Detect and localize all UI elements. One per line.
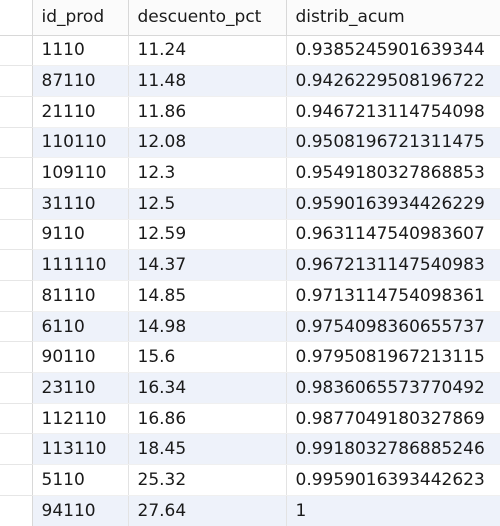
row-selector[interactable]	[0, 127, 33, 159]
cell-id-prod[interactable]: 5110	[32, 464, 129, 496]
cell-distrib-acum[interactable]: 0.9672131147540983	[286, 249, 500, 281]
cell-id-prod[interactable]: 31110	[32, 188, 129, 220]
cell-id-prod[interactable]: 9110	[32, 219, 129, 251]
table-row[interactable]: 1110 11.24 0.9385245901639344	[0, 35, 500, 67]
cell-id-prod[interactable]: 6110	[32, 311, 129, 343]
cell-distrib-acum[interactable]: 1	[286, 495, 500, 526]
row-selector[interactable]	[0, 219, 33, 251]
cell-distrib-acum[interactable]: 0.9959016393442623	[286, 464, 500, 496]
cell-distrib-acum[interactable]: 0.9467213114754098	[286, 96, 500, 128]
table-row[interactable]: 90110 15.6 0.9795081967213115	[0, 341, 500, 374]
table-row[interactable]: 9110 12.59 0.9631147540983607	[0, 219, 500, 251]
cell-descuento-pct[interactable]: 25.32	[128, 464, 287, 496]
table-row[interactable]: 109110 12.3 0.9549180327868853	[0, 157, 500, 189]
table-body: 1110 11.24 0.9385245901639344 87110 11.48 0.9…	[0, 35, 500, 526]
row-selector[interactable]	[0, 464, 33, 496]
cell-distrib-acum[interactable]: 0.9631147540983607	[286, 219, 500, 251]
cell-descuento-pct[interactable]: 18.45	[128, 433, 287, 466]
table-row[interactable]: 110110 12.08 0.9508196721311475	[0, 127, 500, 159]
table-header: id_prod descuento_pct distrib_acum	[0, 0, 500, 36]
cell-id-prod[interactable]: 109110	[32, 157, 129, 189]
row-selector[interactable]	[0, 65, 33, 97]
cell-id-prod[interactable]: 110110	[32, 127, 129, 159]
cell-descuento-pct[interactable]: 14.85	[128, 280, 287, 312]
cell-id-prod[interactable]: 94110	[32, 495, 129, 526]
cell-id-prod[interactable]: 112110	[32, 403, 129, 435]
row-selector[interactable]	[0, 188, 33, 220]
table-row[interactable]: 31110 12.5 0.9590163934426229	[0, 188, 500, 220]
cell-id-prod[interactable]: 113110	[32, 433, 129, 466]
row-selector[interactable]	[0, 495, 33, 526]
cell-id-prod[interactable]: 1110	[32, 35, 129, 67]
table-row[interactable]: 113110 18.45 0.9918032786885246	[0, 433, 500, 466]
cell-distrib-acum[interactable]: 0.9713114754098361	[286, 280, 500, 312]
cell-distrib-acum[interactable]: 0.9795081967213115	[286, 341, 500, 374]
table-row[interactable]: 6110 14.98 0.9754098360655737	[0, 311, 500, 343]
table-row[interactable]: 111110 14.37 0.9672131147540983	[0, 249, 500, 281]
cell-distrib-acum[interactable]: 0.9754098360655737	[286, 311, 500, 343]
column-header-descuento-pct[interactable]: descuento_pct	[128, 0, 287, 36]
cell-distrib-acum[interactable]: 0.9549180327868853	[286, 157, 500, 189]
table-row[interactable]: 21110 11.86 0.9467213114754098	[0, 96, 500, 128]
row-selector[interactable]	[0, 372, 33, 404]
table-row[interactable]: 5110 25.32 0.9959016393442623	[0, 464, 500, 496]
table-row[interactable]: 81110 14.85 0.9713114754098361	[0, 280, 500, 312]
cell-descuento-pct[interactable]: 27.64	[128, 495, 287, 526]
cell-id-prod[interactable]: 87110	[32, 65, 129, 97]
table-row[interactable]: 94110 27.64 1	[0, 495, 500, 526]
column-header-id-prod[interactable]: id_prod	[32, 0, 129, 36]
cell-descuento-pct[interactable]: 16.34	[128, 372, 287, 404]
table-row[interactable]: 23110 16.34 0.9836065573770492	[0, 372, 500, 404]
cell-id-prod[interactable]: 111110	[32, 249, 129, 281]
row-selector[interactable]	[0, 35, 33, 67]
cell-descuento-pct[interactable]: 16.86	[128, 403, 287, 435]
cell-descuento-pct[interactable]: 12.3	[128, 157, 287, 189]
cell-descuento-pct[interactable]: 15.6	[128, 341, 287, 374]
row-selector[interactable]	[0, 157, 33, 189]
cell-descuento-pct[interactable]: 11.24	[128, 35, 287, 67]
row-selector[interactable]	[0, 311, 33, 343]
cell-distrib-acum[interactable]: 0.9426229508196722	[286, 65, 500, 97]
cell-id-prod[interactable]: 90110	[32, 341, 129, 374]
row-selector[interactable]	[0, 96, 33, 128]
cell-distrib-acum[interactable]: 0.9877049180327869	[286, 403, 500, 435]
cell-descuento-pct[interactable]: 14.98	[128, 311, 287, 343]
cell-descuento-pct[interactable]: 12.59	[128, 219, 287, 251]
row-selector[interactable]	[0, 280, 33, 312]
header-row: id_prod descuento_pct distrib_acum	[0, 0, 500, 36]
cell-descuento-pct[interactable]: 11.48	[128, 65, 287, 97]
row-selector[interactable]	[0, 249, 33, 281]
table-row[interactable]: 112110 16.86 0.9877049180327869	[0, 403, 500, 435]
cell-descuento-pct[interactable]: 12.08	[128, 127, 287, 159]
column-header-distrib-acum[interactable]: distrib_acum	[286, 0, 500, 36]
cell-id-prod[interactable]: 23110	[32, 372, 129, 404]
row-selector[interactable]	[0, 403, 33, 435]
cell-descuento-pct[interactable]: 11.86	[128, 96, 287, 128]
cell-distrib-acum[interactable]: 0.9385245901639344	[286, 35, 500, 67]
cell-distrib-acum[interactable]: 0.9836065573770492	[286, 372, 500, 404]
cell-distrib-acum[interactable]: 0.9918032786885246	[286, 433, 500, 466]
table-row[interactable]: 87110 11.48 0.9426229508196722	[0, 65, 500, 97]
cell-id-prod[interactable]: 81110	[32, 280, 129, 312]
row-selector-header[interactable]	[0, 0, 33, 36]
cell-descuento-pct[interactable]: 14.37	[128, 249, 287, 281]
cell-distrib-acum[interactable]: 0.9508196721311475	[286, 127, 500, 159]
row-selector[interactable]	[0, 341, 33, 374]
cell-distrib-acum[interactable]: 0.9590163934426229	[286, 188, 500, 220]
cell-descuento-pct[interactable]: 12.5	[128, 188, 287, 220]
row-selector[interactable]	[0, 433, 33, 466]
cell-id-prod[interactable]: 21110	[32, 96, 129, 128]
